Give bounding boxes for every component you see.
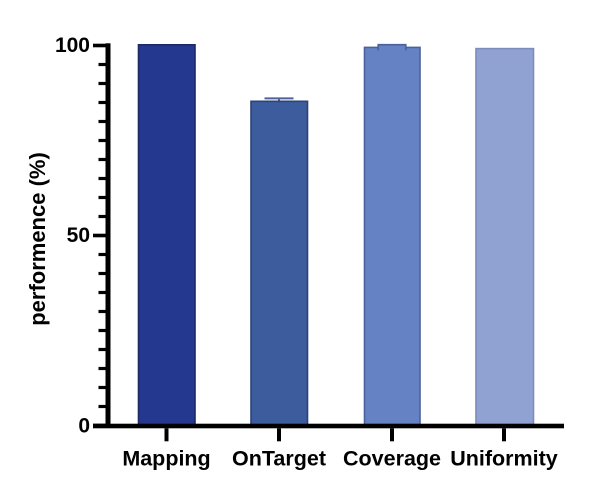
- svg-text:Coverage: Coverage: [343, 447, 441, 471]
- svg-text:50: 50: [67, 224, 90, 247]
- svg-text:performence (%): performence (%): [25, 152, 50, 326]
- svg-text:0: 0: [78, 415, 90, 438]
- svg-text:100: 100: [55, 34, 90, 57]
- svg-text:Mapping: Mapping: [122, 447, 210, 471]
- svg-text:Uniformity: Uniformity: [450, 447, 558, 471]
- svg-text:OnTarget: OnTarget: [232, 447, 326, 471]
